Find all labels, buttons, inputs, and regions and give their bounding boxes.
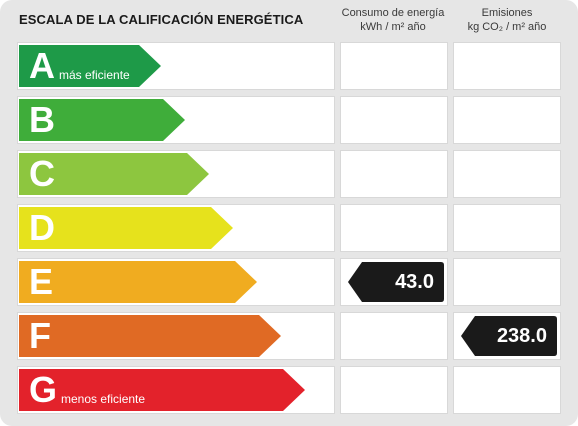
- rating-arrow-shape: [19, 45, 161, 87]
- rating-arrow-shape: [19, 369, 305, 411]
- rating-arrow-shape: [19, 207, 233, 249]
- rating-letter: G: [29, 369, 58, 410]
- rating-sublabel: más eficiente: [59, 68, 130, 82]
- rating-letter: E: [29, 261, 54, 302]
- emissions-cell: [453, 366, 561, 414]
- rating-arrow-shape: [19, 153, 209, 195]
- rating-bar-cell: D: [17, 204, 335, 252]
- emissions-column-unit: kg CO₂ / m² año: [467, 21, 547, 33]
- scale-title: ESCALA DE LA CALIFICACIÓN ENERGÉTICA: [19, 12, 304, 27]
- energy-column-title: Consumo de energía: [341, 7, 445, 19]
- emissions-column-header: Emisiones kg CO₂ / m² año: [451, 6, 563, 34]
- emissions-cell: [453, 96, 561, 144]
- emissions-value-tag: 238.0: [461, 316, 557, 356]
- energy-cell: [340, 96, 448, 144]
- emissions-cell: [453, 42, 561, 90]
- rating-bar-cell: C: [17, 150, 335, 198]
- emissions-cell: [453, 150, 561, 198]
- value-text: 43.0: [395, 271, 434, 293]
- value-tag-shape: [461, 316, 557, 356]
- energy-value-tag: 43.0: [348, 262, 444, 302]
- rating-bar-cell: E: [17, 258, 335, 306]
- emissions-cell: [453, 258, 561, 306]
- rating-bar-cell: B: [17, 96, 335, 144]
- value-tag-shape: [348, 262, 444, 302]
- rating-letter: B: [29, 99, 55, 140]
- rating-letter: F: [29, 315, 51, 356]
- rating-bar-cell: F: [17, 312, 335, 360]
- energy-cell: [340, 42, 448, 90]
- rating-arrow-f: F: [19, 315, 281, 357]
- emissions-cell: 238.0: [453, 312, 561, 360]
- energy-column-header: Consumo de energía kWh / m² año: [337, 6, 449, 34]
- rating-arrow-e: E: [19, 261, 257, 303]
- rating-sublabel: menos eficiente: [61, 392, 146, 406]
- rating-arrow-shape: [19, 261, 257, 303]
- rating-arrow-shape: [19, 99, 185, 141]
- energy-cell: [340, 366, 448, 414]
- energy-cell: [340, 204, 448, 252]
- rating-arrow-c: C: [19, 153, 209, 195]
- rating-arrow-d: D: [19, 207, 233, 249]
- rating-letter: A: [29, 45, 55, 86]
- emissions-column-title: Emisiones: [481, 7, 533, 19]
- rating-letter: D: [29, 207, 55, 248]
- energy-cell: [340, 312, 448, 360]
- emissions-cell: [453, 204, 561, 252]
- rating-arrow-b: B: [19, 99, 185, 141]
- energy-cell: 43.0: [340, 258, 448, 306]
- rating-letter: C: [29, 153, 55, 194]
- rating-arrow-shape: [19, 315, 281, 357]
- energy-column-unit: kWh / m² año: [360, 21, 426, 33]
- energy-cell: [340, 150, 448, 198]
- value-text: 238.0: [496, 325, 547, 347]
